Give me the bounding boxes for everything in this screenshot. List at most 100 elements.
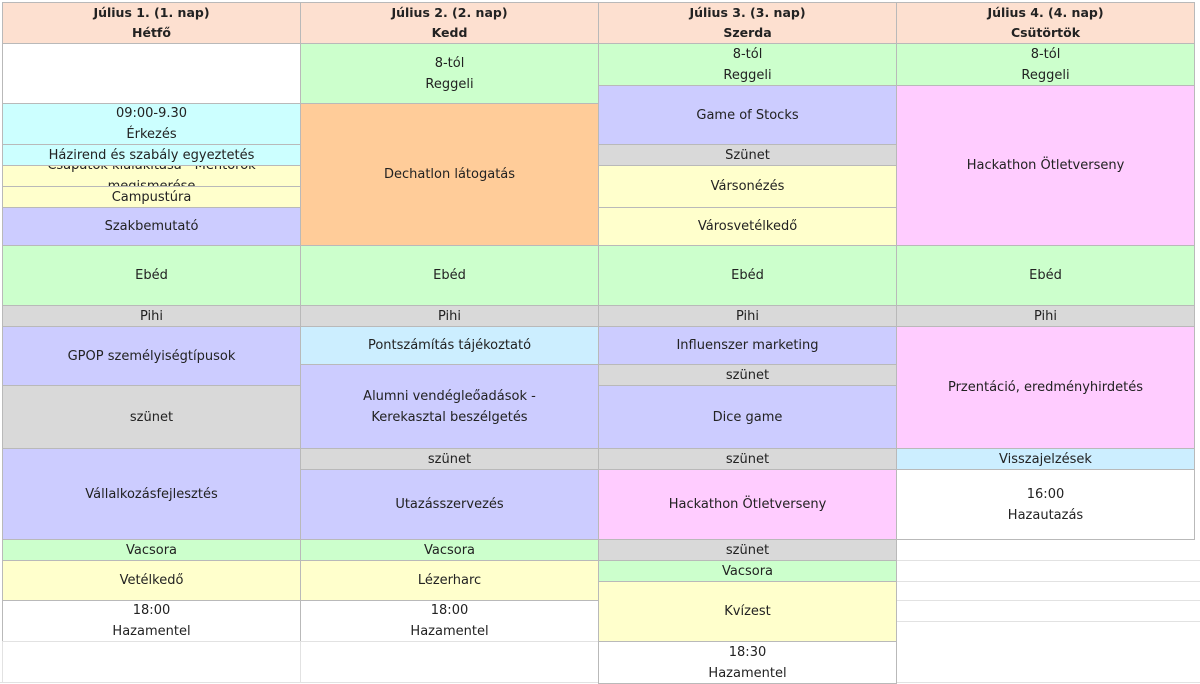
event-time: 8-tól xyxy=(434,55,465,71)
event-break[interactable]: szünet xyxy=(2,385,301,449)
event-breakfast[interactable]: 8-tól Reggeli xyxy=(300,43,599,104)
event-label: Szakbemutató xyxy=(104,219,199,234)
event-break[interactable]: Szünet xyxy=(598,144,897,166)
event-home[interactable]: 18:30 Hazamentel xyxy=(598,641,897,684)
event-stocks[interactable]: Game of Stocks xyxy=(598,85,897,145)
event-home[interactable]: 18:00 Hazamentel xyxy=(2,600,301,642)
event-label: Hazamentel xyxy=(708,665,787,681)
event-label: Dice game xyxy=(712,409,783,425)
event-lunch[interactable]: Ebéd xyxy=(598,245,897,306)
event-break[interactable]: szünet xyxy=(598,448,897,470)
day-date: Július 3. (3. nap) xyxy=(689,5,806,20)
event-dinner[interactable]: Vacsora xyxy=(598,560,897,582)
event-label: Reggeli xyxy=(425,76,474,92)
event-label: Pontszámítás tájékoztató xyxy=(367,338,532,353)
event-home[interactable]: 16:00 Hazautazás xyxy=(896,469,1195,540)
event-city-tour[interactable]: Vársonézés xyxy=(598,165,897,208)
day-header-3[interactable]: Július 3. (3. nap) Szerda xyxy=(598,2,897,44)
event-label: Ebéd xyxy=(433,268,466,283)
event-dinner[interactable]: Vacsora xyxy=(2,539,301,561)
event-feedback[interactable]: Visszajelzések xyxy=(896,448,1195,470)
event-label: Vársonézés xyxy=(710,179,785,194)
event-label: szünet xyxy=(725,367,770,383)
event-label: Pihi xyxy=(735,308,760,324)
event-rest[interactable]: Pihi xyxy=(300,305,599,327)
event-rest[interactable]: Pihi xyxy=(896,305,1195,327)
event-rest[interactable]: Pihi xyxy=(2,305,301,327)
event-label: szünet xyxy=(427,451,472,467)
event-breakfast[interactable]: 8-tól Reggeli xyxy=(598,43,897,86)
event-label: Campustúra xyxy=(111,189,192,205)
event-break[interactable]: szünet xyxy=(598,539,897,561)
event-label: Lézerharc xyxy=(417,573,482,588)
event-label: Game of Stocks xyxy=(696,107,799,123)
event-alumni[interactable]: Alumni vendégleőadások - Kerekasztal bes… xyxy=(300,364,599,449)
event-label: Ebéd xyxy=(135,268,168,283)
event-house-rules[interactable]: Házirend és szabály egyeztetés xyxy=(2,144,301,166)
event-city-quiz[interactable]: Városvetélkedő xyxy=(598,207,897,246)
event-dice-game[interactable]: Dice game xyxy=(598,385,897,449)
event-business[interactable]: Vállalkozásfejlesztés xyxy=(2,448,301,540)
event-presentation[interactable]: Przentáció, eredményhirdetés xyxy=(896,326,1195,449)
event-laser-tag[interactable]: Lézerharc xyxy=(300,560,599,601)
empty-cell[interactable] xyxy=(2,43,301,104)
day-date: Július 4. (4. nap) xyxy=(987,5,1104,20)
gridline xyxy=(897,621,1200,622)
event-time: 8-tól xyxy=(1030,46,1061,62)
event-label: Vacsora xyxy=(125,542,178,558)
event-label: Pihi xyxy=(437,308,462,324)
event-time: 09:00-9.30 xyxy=(115,106,188,121)
event-label: Alumni vendégleőadások - Kerekasztal bes… xyxy=(363,388,536,425)
event-label: Ebéd xyxy=(731,268,764,283)
event-scoring[interactable]: Pontszámítás tájékoztató xyxy=(300,326,599,365)
empty-cell[interactable] xyxy=(300,641,599,683)
event-label: Reggeli xyxy=(723,67,772,83)
gridline xyxy=(897,560,1200,561)
event-label: Vállalkozásfejlesztés xyxy=(85,486,218,502)
event-time: 18:00 xyxy=(430,603,469,618)
day-weekday: Kedd xyxy=(431,25,468,40)
day-weekday: Csütörtök xyxy=(1010,25,1081,40)
event-home[interactable]: 18:00 Hazamentel xyxy=(300,600,599,642)
day-header-2[interactable]: Július 2. (2. nap) Kedd xyxy=(300,2,599,44)
event-dinner[interactable]: Vacsora xyxy=(300,539,599,561)
event-lunch[interactable]: Ebéd xyxy=(896,245,1195,306)
event-hackathon[interactable]: Hackathon Ötletverseny xyxy=(896,85,1195,246)
event-breakfast[interactable]: 8-tól Reggeli xyxy=(896,43,1195,86)
event-hackathon[interactable]: Hackathon Ötletverseny xyxy=(598,469,897,540)
event-label: Kvízest xyxy=(724,604,771,619)
event-teams[interactable]: Csapatok kialakítása - Mentorok megismer… xyxy=(2,165,301,187)
event-label: szünet xyxy=(725,451,770,467)
event-label: szünet xyxy=(725,542,770,558)
event-campus-tour[interactable]: Campustúra xyxy=(2,186,301,208)
event-gpop[interactable]: GPOP személyiségtípusok xyxy=(2,326,301,386)
event-label: Visszajelzések xyxy=(999,451,1092,467)
event-rest[interactable]: Pihi xyxy=(598,305,897,327)
event-quiz-night[interactable]: Kvízest xyxy=(598,581,897,642)
event-travel[interactable]: Utazásszervezés xyxy=(300,469,599,540)
day-weekday: Hétfő xyxy=(132,25,171,40)
empty-cell[interactable] xyxy=(2,641,301,683)
event-label: Influenszer marketing xyxy=(676,338,819,353)
day-header-1[interactable]: Július 1. (1. nap) Hétfő xyxy=(2,2,301,44)
event-lunch[interactable]: Ebéd xyxy=(300,245,599,306)
event-lunch[interactable]: Ebéd xyxy=(2,245,301,306)
event-label: Vacsora xyxy=(423,542,476,558)
event-majors[interactable]: Szakbemutató xyxy=(2,207,301,246)
event-break[interactable]: szünet xyxy=(300,448,599,470)
event-label: Ebéd xyxy=(1029,268,1062,283)
event-label: szünet xyxy=(129,409,174,425)
day-weekday: Szerda xyxy=(723,25,772,40)
day-header-4[interactable]: Július 4. (4. nap) Csütörtök xyxy=(896,2,1195,44)
event-influencer[interactable]: Influenszer marketing xyxy=(598,326,897,365)
day-date: Július 2. (2. nap) xyxy=(391,5,508,20)
event-time: 18:30 xyxy=(728,644,767,660)
event-arrival[interactable]: 09:00-9.30 Érkezés xyxy=(2,103,301,145)
event-decathlon[interactable]: Dechatlon látogatás xyxy=(300,103,599,246)
event-break[interactable]: szünet xyxy=(598,364,897,386)
day-date: Július 1. (1. nap) xyxy=(93,5,210,20)
event-label: Hazamentel xyxy=(112,624,191,639)
event-quiz-game[interactable]: Vetélkedő xyxy=(2,560,301,601)
event-label: Szünet xyxy=(725,147,770,163)
event-label: Vacsora xyxy=(721,563,774,579)
